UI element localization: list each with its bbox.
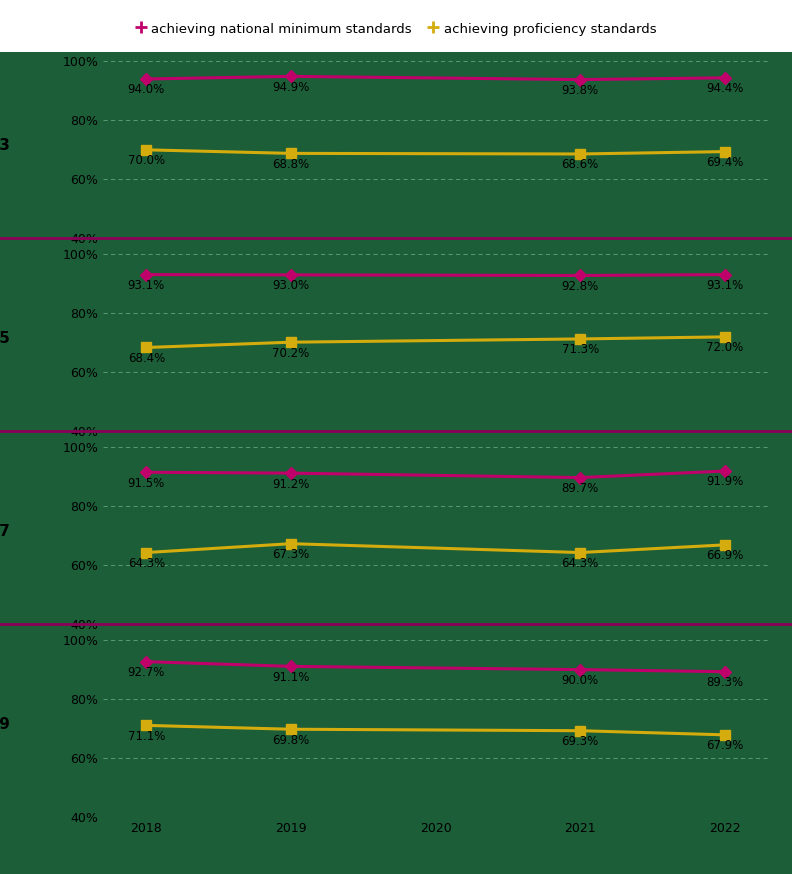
Text: 91.1%: 91.1%	[272, 671, 310, 683]
Text: 89.3%: 89.3%	[706, 676, 744, 689]
Text: 93.1%: 93.1%	[128, 279, 165, 292]
Text: 64.3%: 64.3%	[128, 557, 165, 570]
Text: 69.3%: 69.3%	[562, 735, 599, 748]
Text: Year 3: Year 3	[0, 138, 10, 153]
Text: 91.5%: 91.5%	[128, 476, 165, 489]
Text: 71.1%: 71.1%	[128, 730, 165, 743]
Text: 94.0%: 94.0%	[128, 83, 165, 96]
Text: 67.9%: 67.9%	[706, 739, 744, 753]
Text: 67.3%: 67.3%	[272, 548, 310, 561]
Text: 72.0%: 72.0%	[706, 342, 744, 354]
Text: 91.2%: 91.2%	[272, 477, 310, 490]
Text: 70.2%: 70.2%	[272, 347, 310, 359]
Text: Year 7: Year 7	[0, 524, 10, 538]
Text: 92.7%: 92.7%	[128, 666, 165, 679]
Text: 93.1%: 93.1%	[706, 279, 744, 292]
Text: 91.9%: 91.9%	[706, 475, 744, 489]
Text: 93.0%: 93.0%	[272, 280, 310, 292]
Text: Year 9: Year 9	[0, 717, 10, 732]
Text: 68.4%: 68.4%	[128, 352, 165, 365]
Text: 92.8%: 92.8%	[562, 280, 599, 293]
Text: 64.3%: 64.3%	[562, 557, 599, 570]
Text: 93.8%: 93.8%	[562, 84, 599, 97]
Text: 70.0%: 70.0%	[128, 155, 165, 167]
Text: 71.3%: 71.3%	[562, 343, 599, 357]
Legend: achieving national minimum standards, achieving proficiency standards: achieving national minimum standards, ac…	[135, 22, 657, 36]
Text: 94.9%: 94.9%	[272, 80, 310, 94]
Text: 69.8%: 69.8%	[272, 733, 310, 746]
Text: 90.0%: 90.0%	[562, 674, 599, 687]
Text: 66.9%: 66.9%	[706, 549, 744, 562]
Text: 68.8%: 68.8%	[272, 158, 310, 170]
Text: 94.4%: 94.4%	[706, 82, 744, 95]
Text: 69.4%: 69.4%	[706, 156, 744, 169]
Text: 89.7%: 89.7%	[562, 482, 599, 495]
Text: Year 5: Year 5	[0, 331, 10, 346]
Text: 68.6%: 68.6%	[562, 158, 599, 171]
